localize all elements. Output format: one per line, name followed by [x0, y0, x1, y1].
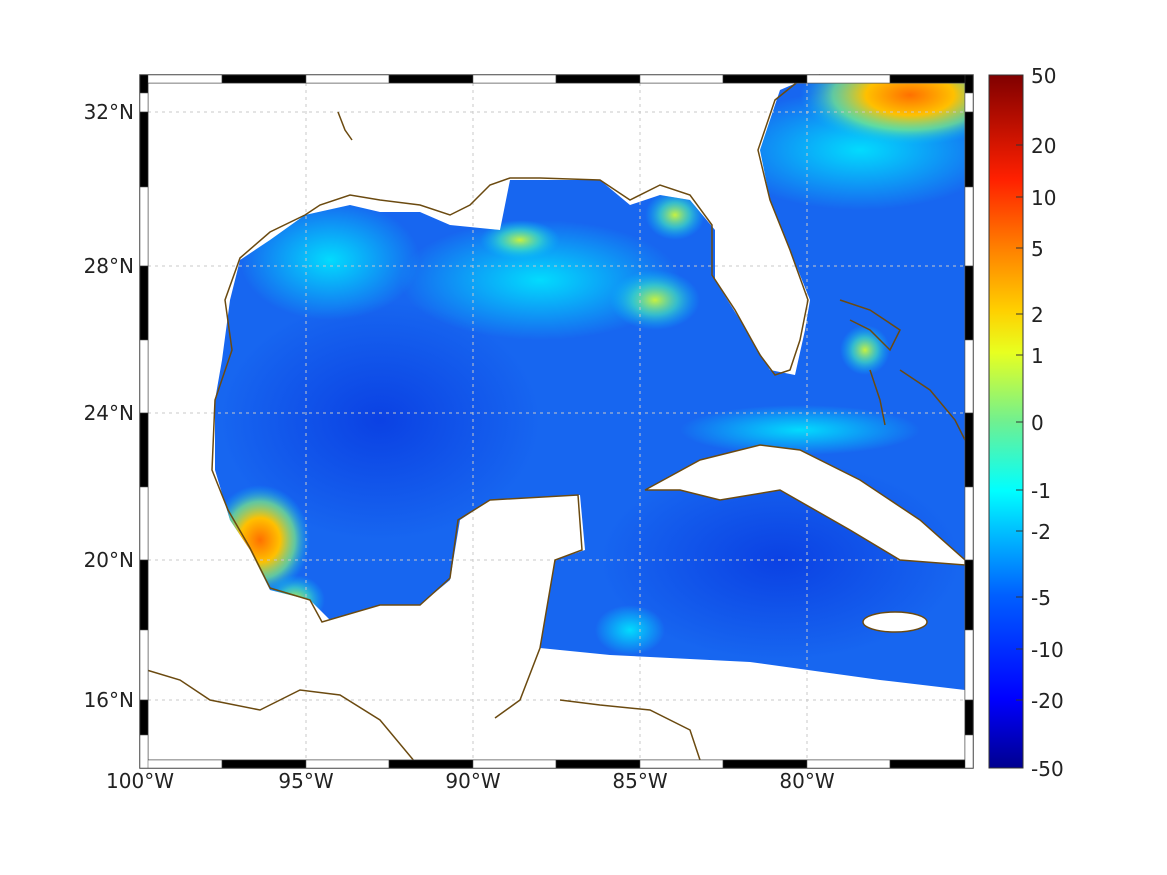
- lat-tick-label: 20°N: [84, 548, 134, 572]
- frame-segment: [964, 111, 974, 188]
- frame-segment: [964, 559, 974, 631]
- lat-tick-label: 24°N: [84, 401, 134, 425]
- lat-tick-label: 32°N: [84, 100, 134, 124]
- frame-segment: [221, 74, 307, 84]
- gridlines: [148, 83, 965, 760]
- frame-segment: [889, 759, 974, 769]
- frame-segment: [964, 74, 974, 94]
- coastlines: [139, 74, 966, 769]
- frame-segment: [139, 111, 149, 188]
- frame-segment: [555, 759, 641, 769]
- frame-segment: [639, 759, 724, 769]
- lon-labels: 100°W 95°W 90°W 85°W 80°W: [106, 769, 835, 793]
- colorbar-tick-label: 5: [1031, 237, 1044, 261]
- lon-tick-label: 95°W: [278, 769, 333, 793]
- jamaica: [862, 611, 928, 633]
- colorbar-tick-label: 20: [1031, 134, 1056, 158]
- frame-segment: [221, 759, 307, 769]
- frame-segment: [964, 486, 974, 561]
- frame-segment: [139, 629, 149, 701]
- frame-segment: [964, 339, 974, 414]
- lat-tick-label: 28°N: [84, 254, 134, 278]
- frame-segment: [964, 186, 974, 267]
- map-frame: [139, 74, 974, 769]
- frame-segment: [139, 699, 149, 736]
- colorbar-ticks: [1016, 74, 1023, 769]
- colorbar-tick-label: 0: [1031, 411, 1044, 435]
- frame-segment: [964, 629, 974, 701]
- frame-segment: [139, 412, 149, 488]
- frame-segment: [964, 699, 974, 736]
- colorbar-tick-label: -5: [1031, 586, 1051, 610]
- frame-segment: [722, 759, 808, 769]
- frame-segment: [139, 74, 223, 84]
- frame-segment: [139, 486, 149, 561]
- colorbar-tick-label: -1: [1031, 479, 1051, 503]
- frame-segment: [639, 74, 724, 84]
- frame-segment: [806, 74, 891, 84]
- colorbar-tick-label: -2: [1031, 520, 1051, 544]
- frame-segment: [139, 759, 223, 769]
- frame-segment: [964, 92, 974, 113]
- lon-tick-label: 90°W: [445, 769, 500, 793]
- frame-segment: [139, 559, 149, 631]
- frame-segment: [305, 759, 390, 769]
- colorbar-tick-label: -50: [1031, 757, 1064, 781]
- frame-segment: [964, 265, 974, 341]
- frame-segment: [889, 74, 974, 84]
- lon-tick-label: 100°W: [106, 769, 174, 793]
- colorbar-tick-label: 10: [1031, 186, 1056, 210]
- colorbar-tick-label: 2: [1031, 303, 1044, 327]
- frame-segment: [806, 759, 891, 769]
- colorbar-tick-label: 1: [1031, 344, 1044, 368]
- lat-tick-label: 16°N: [84, 688, 134, 712]
- frame-segment: [388, 74, 474, 84]
- frame-segment: [472, 74, 557, 84]
- colorbar-tick-label: -20: [1031, 689, 1064, 713]
- frame-segment: [139, 74, 149, 94]
- frame-segment: [305, 74, 390, 84]
- frame-segment: [139, 339, 149, 414]
- frame-segment: [139, 734, 149, 769]
- ocean-data-field: [215, 75, 965, 690]
- lon-tick-label: 85°W: [612, 769, 667, 793]
- colorbar-tick-label: 50: [1031, 64, 1056, 88]
- frame-segment: [964, 412, 974, 488]
- lon-tick-label: 80°W: [779, 769, 834, 793]
- frame-segment: [388, 759, 474, 769]
- lat-labels: 32°N 28°N 24°N 20°N 16°N: [84, 100, 134, 712]
- frame-segment: [139, 186, 149, 267]
- colorbar-tick-label: -10: [1031, 638, 1064, 662]
- frame-segment: [555, 74, 641, 84]
- frame-segment: [964, 734, 974, 769]
- frame-segment: [139, 92, 149, 113]
- frame-segment: [722, 74, 808, 84]
- frame-segment: [472, 759, 557, 769]
- frame-segment: [139, 265, 149, 341]
